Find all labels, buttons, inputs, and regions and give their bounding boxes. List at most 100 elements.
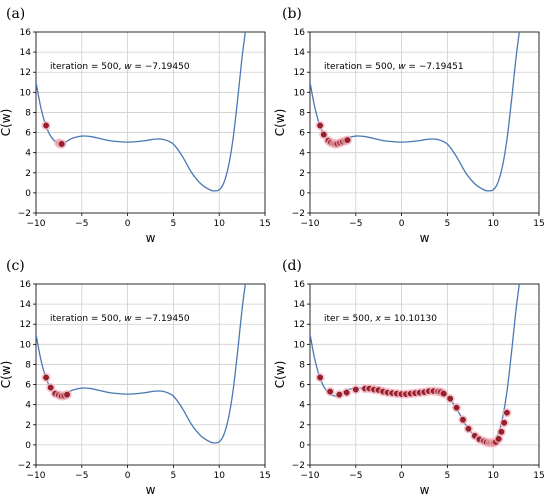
y-tick-label: 12 [294,68,305,78]
iterate-point [43,374,49,381]
cost-curve-line [310,284,520,444]
annotation-prefix: iter = 500, [324,314,375,324]
panel-1: (a) −10 −5 0 5 10 15 −2 0 2 4 6 8 10 12 14 16 w C(w) iterat… [0,6,271,245]
y-tick-label: 12 [20,320,31,330]
x-tick-label: 5 [171,471,177,481]
axes-frame [35,31,266,214]
iteration-annotation: iteration = 500, w = −7.19450 [50,314,190,324]
x-tick-label: 15 [533,471,544,481]
panel-label: (a) [6,6,25,22]
y-tick-label: 14 [20,300,32,310]
iterate-point [344,137,351,143]
y-tick-label: 6 [299,129,305,139]
iterate-point [498,428,505,435]
x-tick-label: 0 [125,471,131,481]
panel-3: (c) −10 −5 0 5 10 15 −2 0 2 4 6 8 10 12 14 16 w C(w) iterat… [0,258,271,497]
y-tick-label: 10 [20,88,32,98]
y-tick-label: 2 [299,421,305,431]
iteration-annotation: iteration = 500, w = −7.19450 [50,62,190,72]
iterate-point [504,409,510,416]
iterate-point [47,384,54,391]
y-tick-label: 16 [294,28,306,38]
panel-label: (c) [6,258,25,274]
x-tick-label: −10 [301,471,320,481]
iterate-point [440,390,447,397]
x-tick-label: 0 [399,471,405,481]
y-tick-label: 12 [20,68,31,78]
annotation-value: = 10.10130 [381,314,437,324]
plot-area [310,284,520,448]
y-tick-label: 16 [294,280,306,290]
x-tick-label: 0 [399,219,405,229]
iterate-point [352,386,359,393]
iterate-point [447,395,453,402]
y-tick-label: 6 [25,129,31,139]
y-tick-label: 4 [25,149,31,159]
x-tick-label: 5 [171,219,177,229]
iteration-annotation: iter = 500, x = 10.10130 [324,314,437,324]
y-tick-label: 6 [299,381,305,391]
x-tick-label: 15 [259,219,270,229]
iterate-point [460,416,466,423]
x-tick-label: −5 [75,219,88,229]
x-tick-label: −5 [349,471,362,481]
plot-area [36,32,246,192]
annotation-variable: w [124,62,132,72]
iterate-point [495,436,502,442]
y-tick-label: 4 [299,149,305,159]
annotation-prefix: iteration = 500, [324,62,398,72]
y-tick-label: 8 [25,360,31,370]
x-tick-label: 10 [213,471,225,481]
iterate-point [58,141,65,147]
panel-label: (b) [282,6,302,22]
iterate-point [327,388,334,395]
cost-curve-line [310,32,520,192]
x-axis-label: w [146,483,156,497]
y-axis-label: C(w) [0,109,13,137]
iterate-point [336,391,343,398]
iterate-point [453,404,460,411]
y-tick-label: 2 [25,169,31,179]
y-axis-label: C(w) [273,109,287,137]
y-axis-label: C(w) [0,361,13,389]
y-tick-label: −2 [18,209,31,219]
y-tick-label: 10 [20,340,32,350]
iterate-point [465,425,472,432]
iterate-point [320,131,327,138]
annotation-value: = −7.19451 [406,62,464,72]
y-tick-label: 14 [20,48,32,58]
x-tick-label: −10 [301,219,320,229]
x-tick-label: −10 [27,219,46,229]
x-tick-label: −5 [75,471,88,481]
y-tick-label: 0 [299,189,305,199]
y-tick-label: 8 [299,108,305,118]
y-tick-label: 14 [294,300,306,310]
y-tick-label: 4 [25,401,31,411]
y-tick-label: 2 [25,421,31,431]
y-tick-label: 0 [25,441,31,451]
y-tick-label: 6 [25,381,31,391]
y-tick-label: −2 [292,461,305,471]
x-tick-label: 10 [487,219,499,229]
y-tick-label: 16 [20,280,32,290]
x-tick-label: −5 [349,219,362,229]
plot-area [310,32,520,192]
iterate-point [317,374,323,381]
x-tick-label: 5 [445,471,451,481]
x-tick-label: 0 [125,219,131,229]
iterate-point [343,389,350,396]
x-tick-label: 15 [259,471,270,481]
axes-frame [309,31,540,214]
y-tick-label: −2 [18,461,31,471]
x-axis-label: w [146,231,156,245]
x-axis-label: w [420,483,430,497]
y-tick-label: 2 [299,169,305,179]
panel-2: (b) −10 −5 0 5 10 15 −2 0 2 4 6 8 10 12 14 16 w C(w) iterat… [273,6,545,245]
y-tick-label: 16 [20,28,32,38]
iterate-point [43,122,49,129]
panel-4: (d) −10 −5 0 5 10 15 −2 0 2 4 6 8 10 12 14 16 w C(w) iter =… [273,258,545,497]
annotation-variable: w [124,314,132,324]
annotation-prefix: iteration = 500, [50,314,124,324]
annotation-variable: x [374,314,381,324]
x-tick-label: 5 [445,219,451,229]
